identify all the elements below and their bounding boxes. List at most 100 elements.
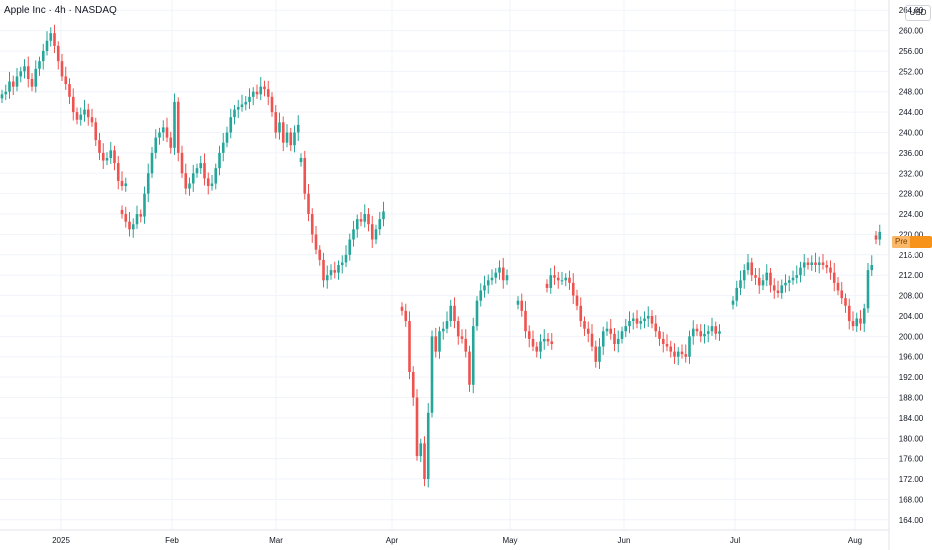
- candle: [310, 208, 314, 243]
- candle: [225, 126, 229, 148]
- candle: [676, 347, 680, 366]
- candle: [278, 112, 281, 140]
- candle: [754, 268, 757, 285]
- candle: [263, 80, 266, 97]
- candle: [579, 297, 583, 327]
- candle: [4, 84, 8, 101]
- candle: [199, 155, 203, 175]
- candle: [718, 324, 721, 341]
- candle: [757, 268, 761, 294]
- candle: [524, 301, 527, 339]
- candle: [791, 270, 795, 285]
- candle: [688, 330, 691, 364]
- candle: [520, 293, 524, 317]
- candle: [293, 125, 296, 153]
- candles-layer: [0, 24, 882, 488]
- y-tick-label: 204.00: [899, 312, 924, 321]
- candle: [109, 141, 113, 164]
- candle: [0, 89, 4, 103]
- y-tick-label: 176.00: [899, 455, 924, 464]
- candle: [703, 324, 706, 344]
- pre-market-label: Pre: [892, 236, 911, 248]
- candle: [382, 201, 385, 227]
- candle: [859, 310, 862, 331]
- candle: [776, 280, 780, 298]
- candle: [799, 261, 802, 283]
- y-tick-label: 260.00: [899, 27, 924, 36]
- candle: [296, 115, 300, 141]
- candle: [665, 334, 669, 352]
- candle: [844, 293, 847, 313]
- x-tick-label: May: [502, 536, 517, 545]
- symbol-title[interactable]: Apple Inc · 4h · NASDAQ: [4, 5, 117, 16]
- candle: [184, 163, 188, 195]
- candle: [550, 333, 554, 350]
- candle: [453, 297, 456, 329]
- y-tick-label: 256.00: [899, 47, 924, 56]
- y-tick-label: 192.00: [899, 373, 924, 382]
- time-axis[interactable]: 2025 Feb Mar Apr May Jun Jul Aug: [52, 536, 862, 545]
- candle: [531, 330, 535, 352]
- candle: [601, 326, 605, 355]
- candle: [535, 341, 539, 358]
- candle: [635, 310, 639, 329]
- candle: [56, 41, 60, 70]
- candle: [471, 317, 475, 394]
- candle: [236, 99, 240, 118]
- candle: [661, 331, 665, 353]
- candle: [878, 224, 882, 246]
- candle: [270, 92, 274, 117]
- candle: [505, 269, 509, 285]
- candle: [870, 255, 874, 276]
- candle: [169, 131, 173, 154]
- candle: [735, 280, 739, 307]
- candle: [131, 218, 135, 238]
- candle: [340, 255, 344, 274]
- candle: [874, 230, 878, 245]
- candle: [363, 204, 367, 228]
- candle: [646, 306, 650, 327]
- candle: [83, 99, 86, 122]
- candle: [613, 327, 616, 352]
- candle: [221, 133, 225, 162]
- candle: [314, 226, 318, 255]
- candle: [434, 327, 438, 358]
- candle: [829, 260, 832, 280]
- currency-badge[interactable]: USD: [905, 5, 931, 21]
- candle: [15, 68, 19, 92]
- candle: [274, 104, 278, 139]
- candle: [154, 129, 158, 159]
- candle: [483, 275, 486, 298]
- candle: [45, 31, 49, 56]
- candle: [266, 80, 270, 106]
- candle: [38, 56, 41, 76]
- candle: [19, 66, 23, 83]
- x-tick-label: Mar: [269, 536, 283, 545]
- y-tick-label: 248.00: [899, 88, 924, 97]
- candle: [464, 329, 468, 358]
- candle: [34, 60, 38, 93]
- candle: [322, 252, 325, 288]
- candle: [460, 329, 464, 344]
- y-tick-label: 240.00: [899, 129, 924, 138]
- candle: [244, 96, 248, 111]
- candle: [825, 260, 829, 274]
- candle: [158, 127, 161, 145]
- candle: [594, 340, 598, 368]
- candle: [30, 73, 34, 92]
- candle: [862, 303, 866, 333]
- candle: [553, 265, 556, 285]
- candle: [229, 108, 233, 139]
- candle: [426, 403, 430, 488]
- candle: [333, 261, 337, 279]
- candle: [218, 145, 221, 176]
- candle: [691, 320, 695, 345]
- candle: [161, 120, 165, 141]
- candle: [609, 319, 613, 340]
- candle: [86, 103, 90, 126]
- candle: [654, 315, 658, 338]
- candle: [180, 145, 184, 178]
- price-axis[interactable]: 164.00 168.00 172.00 176.00 180.00 184.00 188.…: [899, 6, 924, 525]
- candle: [714, 321, 718, 340]
